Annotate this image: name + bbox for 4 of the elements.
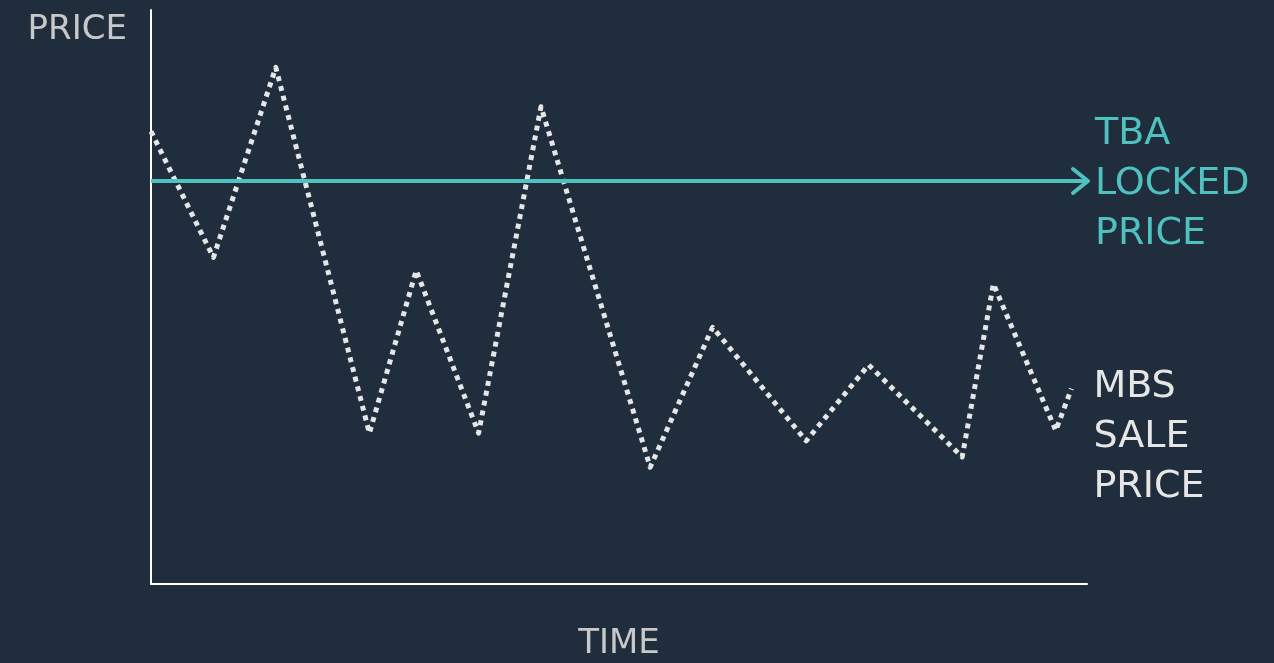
y-axis-title: PRICE [27,7,127,47]
series-label: MBS SALE PRICE [1093,361,1205,506]
ref-line-label: TBA LOCKED PRICE [1094,109,1262,254]
x-axis-title: TIME [577,621,660,661]
